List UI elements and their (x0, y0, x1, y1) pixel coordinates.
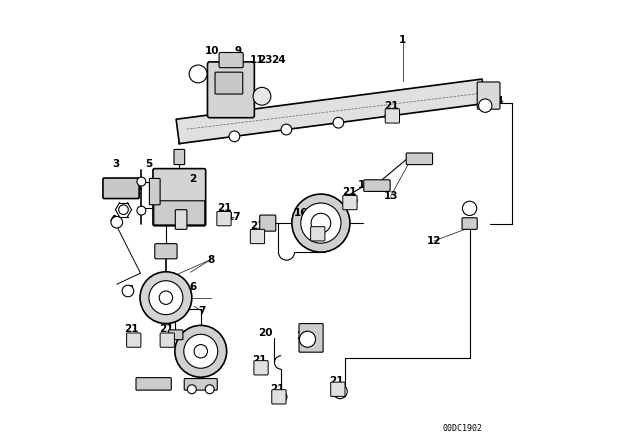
Circle shape (311, 213, 331, 233)
FancyBboxPatch shape (477, 82, 500, 109)
Circle shape (275, 391, 287, 403)
Text: 20: 20 (259, 328, 273, 338)
Circle shape (140, 272, 192, 323)
Circle shape (333, 117, 344, 128)
Circle shape (292, 194, 350, 252)
Circle shape (253, 87, 271, 105)
FancyBboxPatch shape (254, 361, 268, 375)
Text: 22: 22 (296, 331, 310, 340)
Text: 00DC1902: 00DC1902 (443, 424, 483, 433)
Circle shape (281, 124, 292, 135)
Circle shape (205, 385, 214, 394)
Text: 1: 1 (399, 34, 406, 44)
Circle shape (111, 216, 123, 228)
Text: 14: 14 (490, 96, 504, 106)
Text: 19: 19 (198, 349, 212, 358)
Circle shape (194, 345, 207, 358)
Text: 12: 12 (427, 236, 441, 246)
Text: 21: 21 (159, 324, 173, 334)
Text: 21: 21 (252, 355, 267, 365)
Text: 9: 9 (235, 46, 242, 56)
Text: 21: 21 (310, 219, 325, 229)
Circle shape (385, 111, 396, 121)
Text: 21: 21 (217, 203, 231, 213)
FancyBboxPatch shape (184, 379, 217, 390)
FancyBboxPatch shape (174, 150, 185, 164)
FancyBboxPatch shape (103, 178, 139, 198)
Text: 13: 13 (383, 191, 398, 201)
Circle shape (149, 281, 183, 314)
Text: 6: 6 (189, 281, 196, 292)
FancyBboxPatch shape (364, 180, 390, 191)
Text: 8: 8 (207, 255, 214, 265)
Text: 4: 4 (110, 215, 117, 225)
Circle shape (159, 291, 173, 304)
Circle shape (122, 285, 134, 297)
FancyBboxPatch shape (310, 227, 325, 241)
Circle shape (463, 201, 477, 215)
Circle shape (301, 203, 341, 243)
Text: 24: 24 (271, 55, 286, 65)
Circle shape (184, 334, 218, 368)
Circle shape (300, 331, 316, 347)
Text: 21: 21 (342, 187, 356, 197)
Circle shape (189, 65, 207, 83)
Text: 16: 16 (294, 208, 308, 218)
Circle shape (346, 195, 357, 207)
Text: 7: 7 (198, 306, 205, 316)
FancyBboxPatch shape (260, 215, 276, 231)
FancyBboxPatch shape (207, 62, 254, 118)
Circle shape (229, 131, 240, 142)
Text: 15: 15 (358, 180, 373, 190)
Circle shape (333, 384, 348, 399)
FancyBboxPatch shape (127, 333, 141, 347)
FancyBboxPatch shape (154, 201, 205, 225)
Text: 21: 21 (124, 324, 139, 334)
Circle shape (188, 385, 196, 394)
FancyBboxPatch shape (215, 72, 243, 94)
Text: 17: 17 (227, 212, 241, 222)
FancyBboxPatch shape (219, 52, 243, 68)
Polygon shape (176, 79, 485, 144)
FancyBboxPatch shape (272, 390, 286, 404)
Text: 10: 10 (205, 46, 219, 56)
Text: 21: 21 (384, 101, 399, 111)
Text: 2: 2 (189, 174, 196, 184)
Text: 21: 21 (270, 384, 285, 394)
Text: 11: 11 (250, 55, 264, 65)
FancyBboxPatch shape (155, 244, 177, 259)
FancyBboxPatch shape (136, 378, 172, 390)
FancyBboxPatch shape (160, 333, 175, 347)
Text: 3: 3 (112, 159, 119, 169)
Text: 21: 21 (329, 376, 344, 386)
FancyBboxPatch shape (168, 330, 183, 340)
FancyBboxPatch shape (406, 153, 433, 164)
FancyBboxPatch shape (331, 382, 345, 396)
Text: 18: 18 (149, 378, 163, 388)
Text: 21: 21 (250, 221, 265, 231)
FancyBboxPatch shape (462, 218, 477, 229)
FancyBboxPatch shape (343, 195, 357, 210)
Circle shape (479, 99, 492, 112)
FancyBboxPatch shape (153, 168, 205, 226)
Circle shape (137, 177, 146, 186)
FancyBboxPatch shape (385, 109, 399, 123)
Circle shape (175, 325, 227, 377)
FancyBboxPatch shape (149, 178, 160, 205)
FancyBboxPatch shape (175, 210, 187, 229)
Circle shape (137, 206, 146, 215)
FancyBboxPatch shape (217, 211, 231, 226)
Text: 4: 4 (127, 285, 134, 295)
Text: 23: 23 (259, 55, 273, 65)
Text: 5: 5 (145, 159, 152, 169)
Circle shape (118, 205, 128, 215)
FancyBboxPatch shape (299, 323, 323, 352)
FancyBboxPatch shape (250, 229, 264, 244)
